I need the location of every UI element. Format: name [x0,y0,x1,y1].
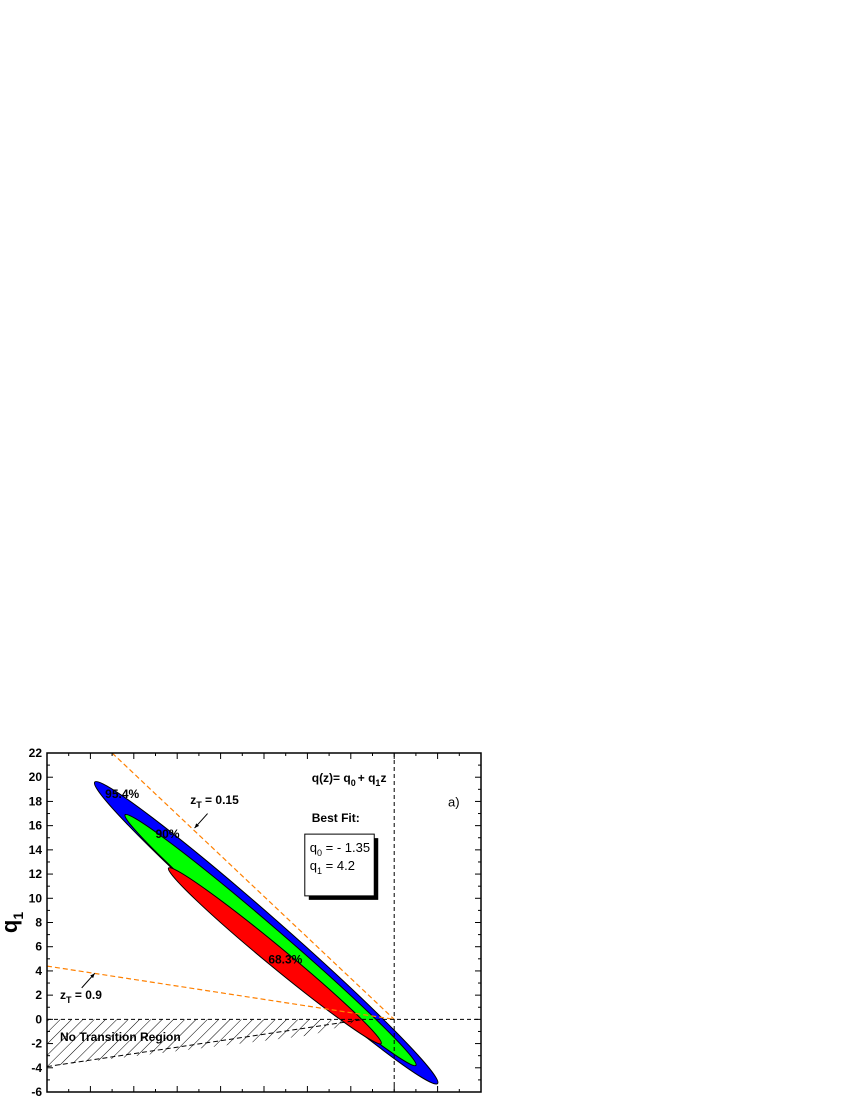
region-label-68: 68.3% [268,953,302,967]
zt-09-sub: T [66,995,72,1005]
panel-label: a) [448,794,460,809]
contour-chart: -4.0-3.5-3.0-2.5-2.0-1.5-1.0-0.50.00.51.… [0,746,490,1105]
zt-arrows [81,813,208,989]
arrow-zt-015-head [194,823,200,829]
y-tick-label: 0 [35,1012,42,1026]
no-transition-label: No Transition Region [60,1030,181,1044]
best-fit-title: Best Fit: [312,811,360,825]
y-tick-label: 16 [29,819,43,833]
y-tick-label: -6 [31,1085,42,1099]
y-tick-label: 8 [35,916,42,930]
hatch-boundary [47,1018,364,1068]
zt-015-rest: = 0.15 [202,793,239,807]
y-tick-label: 22 [29,746,43,760]
y-tick-label: -4 [31,1061,42,1075]
region-2 [167,867,382,1045]
y-axis-label: q1 [0,912,26,933]
best-fit-q1: q1 = 4.2 [310,858,355,876]
y-tick-label: 6 [35,940,42,954]
y-tick-label: 10 [29,891,43,905]
zt-015-sub: T [196,800,202,810]
zt-015-label: zT = 0.15 [190,793,239,810]
y-axis-ticks: -6 -4 -2 0 2 4 6 8 10 12 14 16 18 20 22 [29,746,481,1099]
zt-09-main: z [60,988,66,1002]
y-tick-label: 18 [29,794,43,808]
region-label-95: 95.4% [105,787,139,801]
contour-figure: -4.0-3.5-3.0-2.5-2.0-1.5-1.0-0.50.00.51.… [0,740,500,1105]
arrow-zt-09-head [90,973,95,979]
zt-09-label: zT = 0.9 [60,988,102,1005]
zt-015-main: z [190,793,196,807]
zt-line-1 [47,965,395,1020]
y-tick-label: 14 [29,843,43,857]
no-transition-hatch [47,1018,364,1068]
y-tick-label: -2 [31,1037,42,1051]
equation-label: q(z)= q0 + q1z [312,771,387,788]
confidence-regions [93,781,439,1085]
y-tick-label: 12 [29,867,43,881]
transition-lines [47,753,481,1092]
best-fit-box [304,833,375,897]
zt-09-rest: = 0.9 [72,988,103,1002]
best-fit-q0: q0 = - 1.35 [310,840,370,858]
y-tick-label: 20 [29,770,43,784]
y-tick-label: 2 [35,988,42,1002]
y-tick-label: 4 [35,964,42,978]
zt-line-0 [111,753,395,1020]
region-label-90: 90% [156,827,180,841]
